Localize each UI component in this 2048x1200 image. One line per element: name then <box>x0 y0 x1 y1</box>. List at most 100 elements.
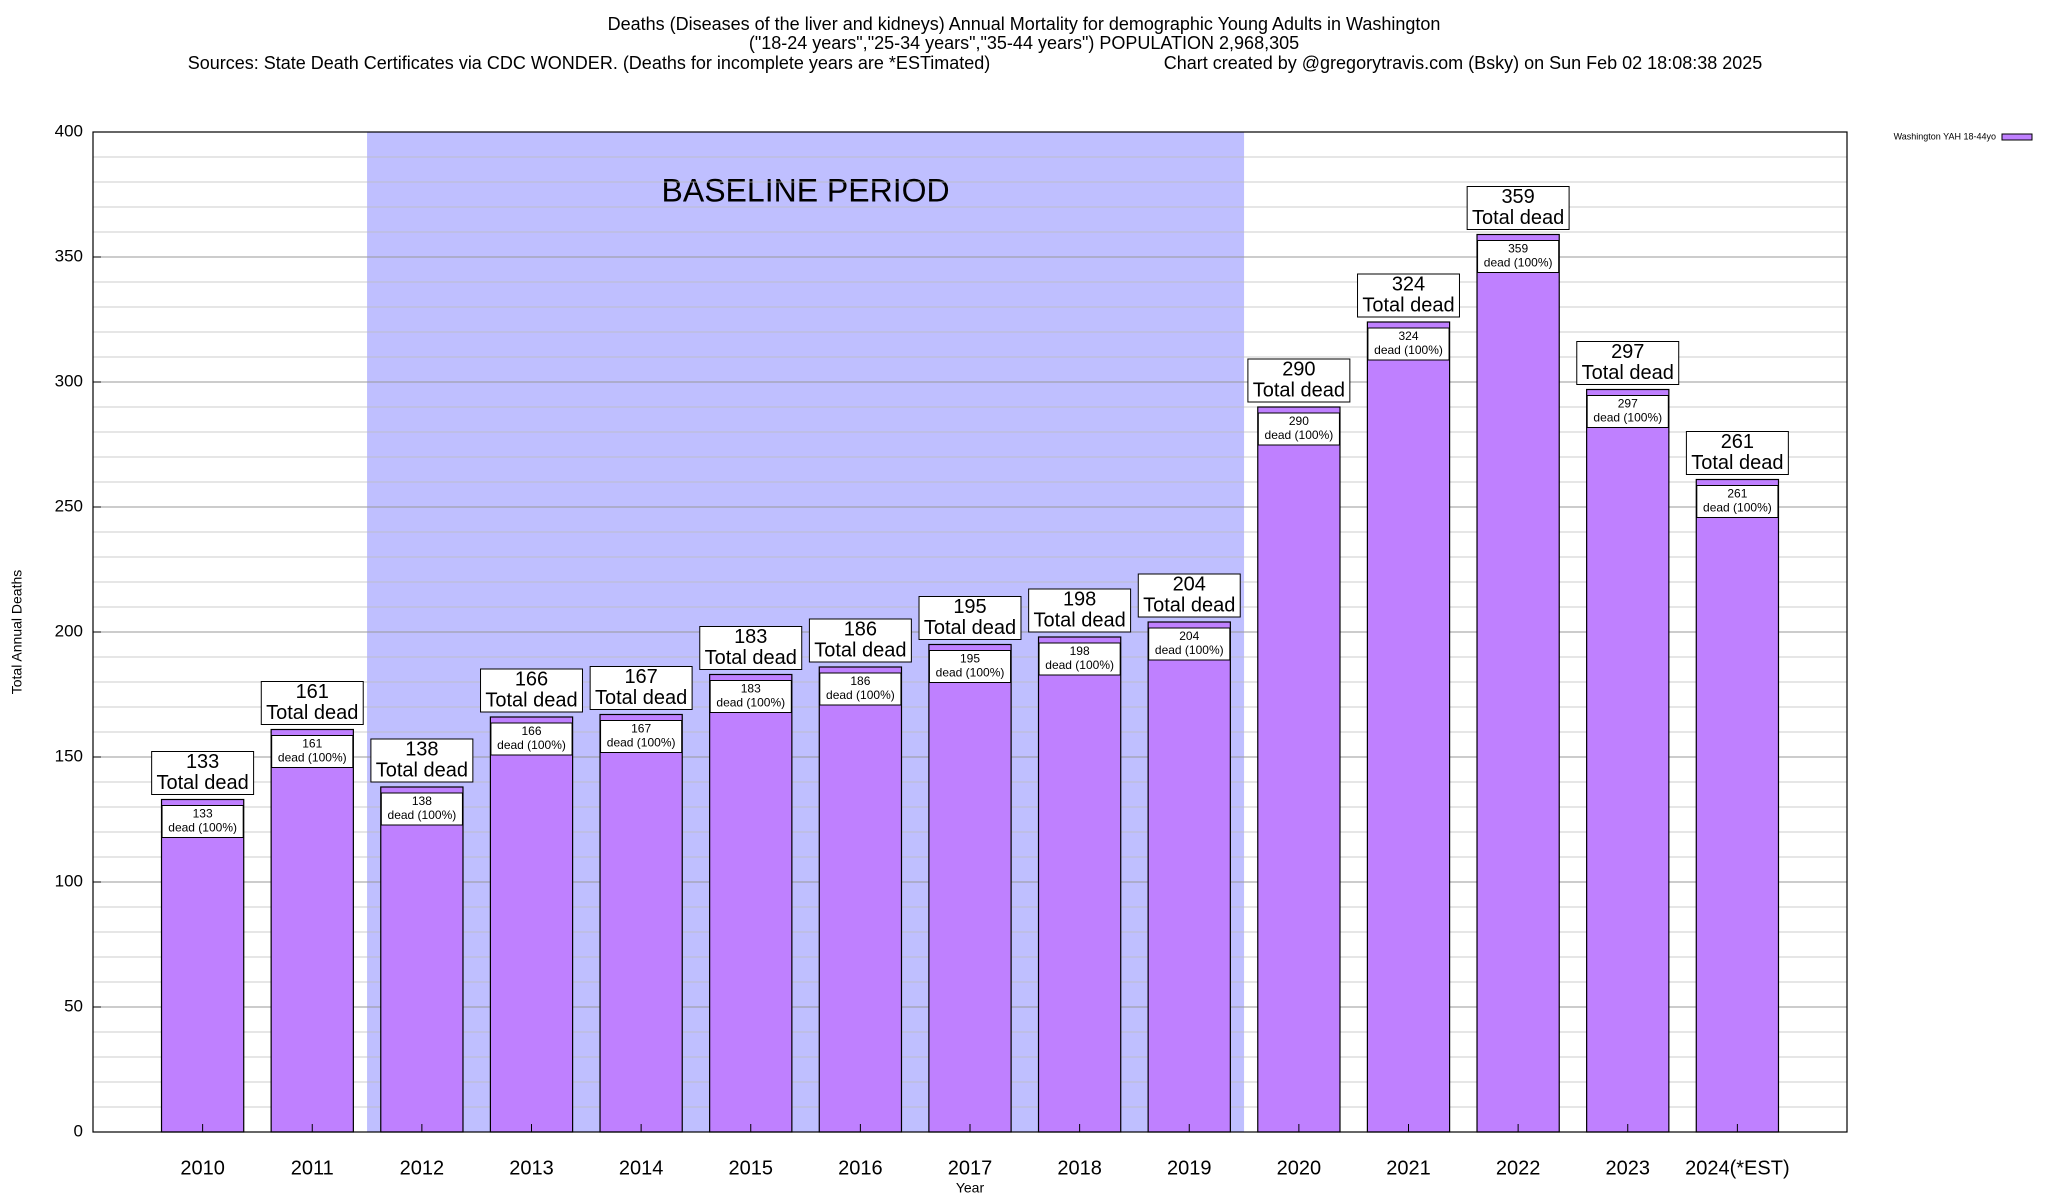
total-label-box <box>1028 588 1132 633</box>
x-tick-label: 2017 <box>948 1157 993 1179</box>
total-value-label: 297 <box>1611 341 1644 363</box>
y-tick-label: 100 <box>55 871 83 890</box>
total-value-label: 161 <box>296 681 329 703</box>
bar <box>818 666 903 1133</box>
total-caption: Total dead <box>1143 594 1235 616</box>
total-label-box <box>260 681 364 725</box>
x-tick-label: 2023 <box>1606 1157 1651 1179</box>
inner-caption: dead (100%) <box>1155 643 1224 657</box>
x-tick-label: 2022 <box>1496 1157 1541 1179</box>
bar <box>489 716 574 1133</box>
inner-label-box <box>1257 412 1340 446</box>
total-value-label: 261 <box>1721 431 1754 453</box>
x-tick-label: 2013 <box>509 1157 554 1179</box>
inner-label-box <box>490 722 573 756</box>
chart-title: Deaths (Diseases of the liver and kidney… <box>608 14 1441 34</box>
x-tick-label: 2016 <box>838 1157 883 1179</box>
total-label-box <box>589 666 693 710</box>
bar <box>709 673 793 1133</box>
bar <box>1147 621 1231 1133</box>
inner-label-box <box>819 672 902 706</box>
total-value-label: 359 <box>1501 186 1534 208</box>
y-tick-label: 250 <box>55 496 83 515</box>
total-caption: Total dead <box>1691 452 1783 474</box>
bar <box>1366 321 1451 1133</box>
inner-value-label: 167 <box>631 722 651 736</box>
inner-label-box <box>271 735 354 768</box>
inner-label-box <box>1148 627 1231 661</box>
inner-value-label: 297 <box>1618 397 1638 411</box>
inner-label-box <box>380 792 463 826</box>
y-tick-label: 300 <box>55 371 83 390</box>
total-value-label: 183 <box>734 626 767 648</box>
inner-value-label: 195 <box>960 652 980 666</box>
x-tick-label: 2010 <box>180 1157 225 1179</box>
inner-caption: dead (100%) <box>1593 411 1662 425</box>
inner-caption: dead (100%) <box>1484 256 1553 270</box>
total-label-box <box>1247 358 1351 403</box>
y-tick-label: 150 <box>55 746 83 765</box>
total-value-label: 138 <box>405 738 438 760</box>
total-value-label: 198 <box>1063 588 1096 610</box>
total-label-box <box>1685 431 1789 475</box>
x-tick-label: 2019 <box>1167 1157 1212 1179</box>
inner-label-box <box>1367 327 1450 361</box>
total-label-box <box>1576 341 1680 385</box>
total-caption: Total dead <box>1362 294 1454 316</box>
inner-value-label: 166 <box>521 724 541 738</box>
total-value-label: 186 <box>844 618 877 640</box>
inner-label-box <box>1586 395 1669 428</box>
total-label-box <box>480 668 583 713</box>
credit-note: Chart created by @gregorytravis.com (Bsk… <box>1164 53 1763 73</box>
y-tick-label: 50 <box>64 996 83 1015</box>
inner-value-label: 204 <box>1179 629 1199 643</box>
total-label-box <box>1137 573 1241 618</box>
inner-value-label: 138 <box>412 794 432 808</box>
inner-label-box <box>1477 240 1560 273</box>
total-value-label: 204 <box>1173 573 1206 595</box>
inner-value-label: 290 <box>1289 414 1309 428</box>
total-value-label: 290 <box>1282 358 1315 380</box>
inner-caption: dead (100%) <box>826 688 895 702</box>
inner-value-label: 161 <box>302 737 322 751</box>
total-label-box <box>918 596 1022 640</box>
inner-value-label: 183 <box>741 682 761 696</box>
bar <box>1586 388 1670 1133</box>
x-axis-label: Year <box>956 1180 985 1196</box>
y-tick-label: 200 <box>55 621 83 640</box>
inner-caption: dead (100%) <box>936 666 1005 680</box>
x-tick-label: 2012 <box>400 1157 445 1179</box>
total-label-box <box>699 626 803 670</box>
baseline-label: BASELINE PERIOD <box>662 172 950 208</box>
total-value-label: 195 <box>953 596 986 618</box>
inner-value-label: 261 <box>1727 487 1747 501</box>
total-value-label: 167 <box>624 666 657 688</box>
bar <box>1476 233 1560 1133</box>
total-caption: Total dead <box>1472 207 1564 229</box>
inner-label-box <box>600 720 683 753</box>
inner-caption: dead (100%) <box>1374 343 1443 357</box>
total-label-box <box>808 618 912 663</box>
bar <box>928 643 1012 1133</box>
total-caption: Total dead <box>1033 609 1125 631</box>
x-tick-label: 2024(*EST) <box>1685 1157 1790 1179</box>
y-tick-label: 400 <box>55 121 83 140</box>
inner-label-box <box>709 680 792 713</box>
total-label-box <box>151 751 255 795</box>
inner-label-box <box>161 805 244 838</box>
bar <box>380 786 464 1133</box>
chart-subtitle: ("18-24 years","25-34 years","35-44 year… <box>749 33 1299 53</box>
total-caption: Total dead <box>1253 379 1345 401</box>
inner-value-label: 186 <box>850 674 870 688</box>
inner-caption: dead (100%) <box>1703 501 1772 515</box>
total-label-box <box>370 738 474 783</box>
bar <box>160 798 245 1133</box>
total-caption: Total dead <box>595 687 687 709</box>
inner-caption: dead (100%) <box>607 736 676 750</box>
total-caption: Total dead <box>1582 362 1674 384</box>
x-tick-label: 2018 <box>1057 1157 1102 1179</box>
inner-value-label: 133 <box>193 807 213 821</box>
source-note: Sources: State Death Certificates via CD… <box>188 53 991 73</box>
total-caption: Total dead <box>924 617 1016 639</box>
